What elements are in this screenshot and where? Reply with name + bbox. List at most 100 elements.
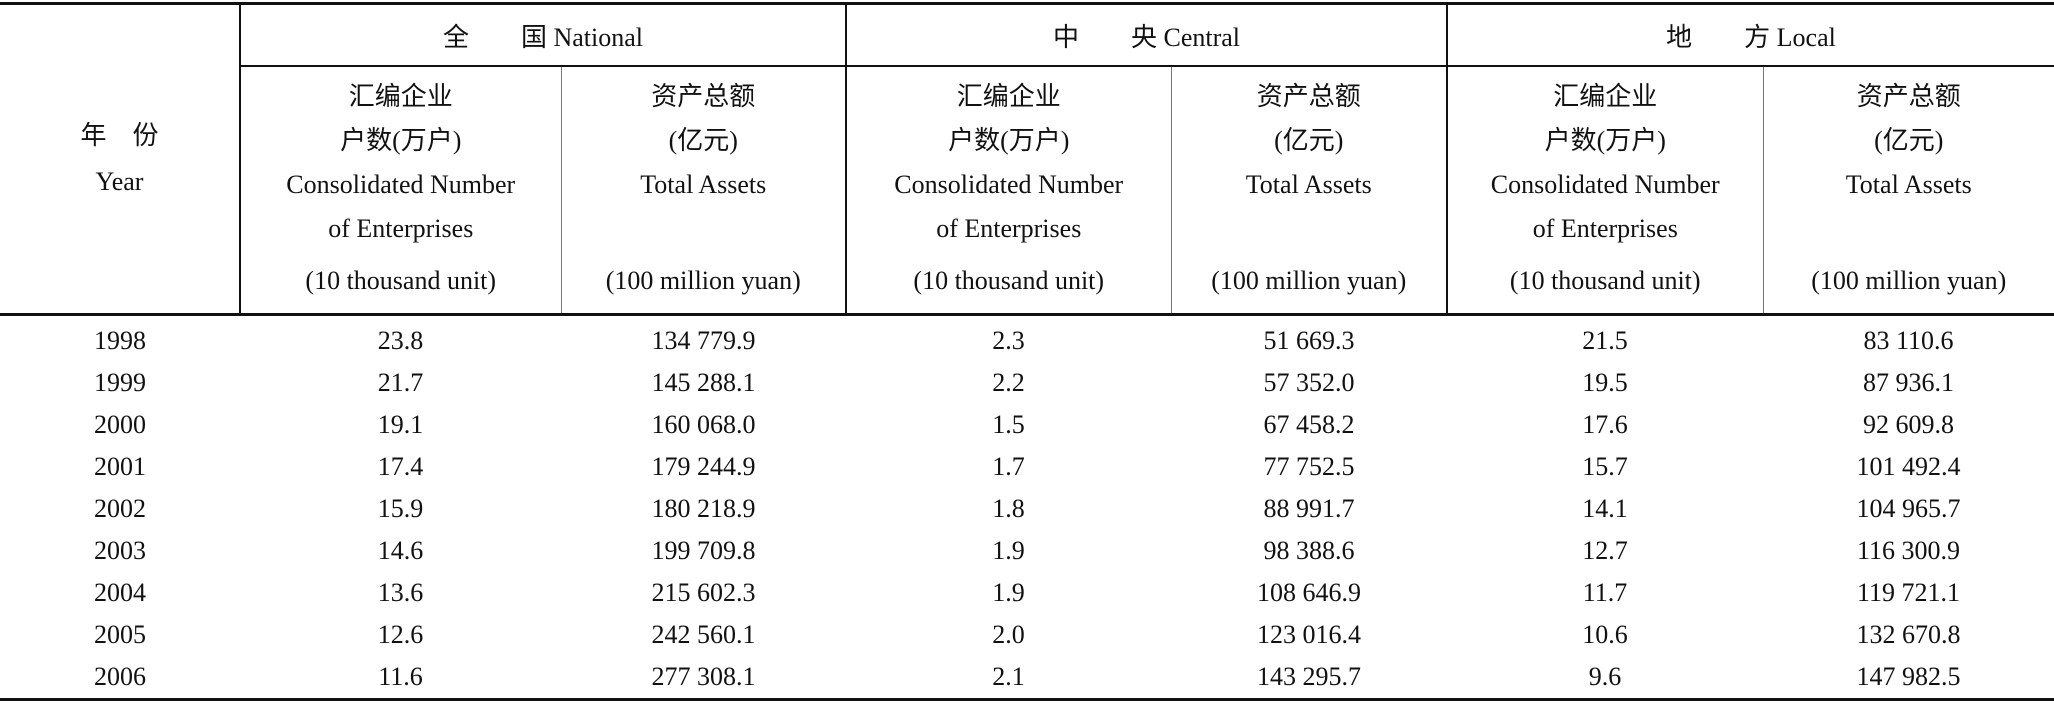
value-cell: 116 300.9 [1763,530,2054,572]
value-cell: 17.6 [1447,404,1763,446]
value-cell: 67 458.2 [1171,404,1447,446]
column-header-line: (100 million yuan) [1764,259,2054,303]
column-header-line: (100 million yuan) [1172,259,1447,303]
column-header-line: Total Assets [1172,163,1447,207]
value-cell: 92 609.8 [1763,404,2054,446]
value-cell: 51 669.3 [1171,315,1447,363]
value-cell: 14.6 [240,530,561,572]
value-cell: 19.5 [1447,362,1763,404]
value-cell: 21.7 [240,362,561,404]
value-cell: 277 308.1 [561,656,846,700]
column-header-line: (10 thousand unit) [1448,259,1763,303]
value-cell: 9.6 [1447,656,1763,700]
value-cell: 2.1 [846,656,1171,700]
group-header: 中 央 Central [846,4,1447,67]
value-cell: 123 016.4 [1171,614,1447,656]
column-header-line: (100 million yuan) [562,259,846,303]
column-header-stack: 资产总额(亿元)Total Assets (100 million yuan) [562,67,846,303]
year-header-line: 年 份 [0,113,239,159]
column-header-stack: 资产总额(亿元)Total Assets(100 million yuan) [1764,67,2054,303]
column-header: 资产总额(亿元)Total Assets (100 million yuan) [561,66,846,315]
value-cell: 145 288.1 [561,362,846,404]
year-cell: 2003 [0,530,240,572]
column-header-line: 资产总额 [1172,75,1447,119]
column-header: 资产总额(亿元)Total Assets(100 million yuan) [1763,66,2054,315]
value-cell: 101 492.4 [1763,446,2054,488]
value-cell: 11.6 [240,656,561,700]
value-cell: 2.2 [846,362,1171,404]
column-header-line: Consolidated Number [241,163,561,207]
value-cell: 21.5 [1447,315,1763,363]
value-cell: 1.8 [846,488,1171,530]
column-header-line: 户数(万户) [1448,119,1763,163]
column-header-line: (亿元) [1764,119,2054,163]
year-header-line: Year [0,159,239,205]
value-cell: 15.7 [1447,446,1763,488]
year-cell: 2004 [0,572,240,614]
value-cell: 180 218.9 [561,488,846,530]
column-header-line: Total Assets [562,163,846,207]
value-cell: 1.9 [846,530,1171,572]
year-cell: 1998 [0,315,240,363]
value-cell: 215 602.3 [561,572,846,614]
value-cell: 2.3 [846,315,1171,363]
value-cell: 77 752.5 [1171,446,1447,488]
year-cell: 1999 [0,362,240,404]
value-cell: 108 646.9 [1171,572,1447,614]
column-header-line: 汇编企业 [1448,75,1763,119]
value-cell: 17.4 [240,446,561,488]
value-cell: 179 244.9 [561,446,846,488]
value-cell: 13.6 [240,572,561,614]
column-header-line: of Enterprises [241,207,561,251]
value-cell: 242 560.1 [561,614,846,656]
column-header-line: (亿元) [562,119,846,163]
group-header: 地 方 Local [1447,4,2054,67]
value-cell: 104 965.7 [1763,488,2054,530]
column-header-line: (10 thousand unit) [241,259,561,303]
column-header-line: Consolidated Number [847,163,1171,207]
value-cell: 119 721.1 [1763,572,2054,614]
value-cell: 1.5 [846,404,1171,446]
value-cell: 11.7 [1447,572,1763,614]
group-header: 全 国 National [240,4,846,67]
column-header: 资产总额(亿元)Total Assets (100 million yuan) [1171,66,1447,315]
year-cell: 2000 [0,404,240,446]
value-cell: 14.1 [1447,488,1763,530]
value-cell: 15.9 [240,488,561,530]
value-cell: 57 352.0 [1171,362,1447,404]
value-cell: 1.7 [846,446,1171,488]
column-header-line: 资产总额 [562,75,846,119]
value-cell: 12.6 [240,614,561,656]
column-header-line: 汇编企业 [847,75,1171,119]
value-cell: 19.1 [240,404,561,446]
column-header-line: (亿元) [1172,119,1447,163]
value-cell: 199 709.8 [561,530,846,572]
value-cell: 2.0 [846,614,1171,656]
value-cell: 1.9 [846,572,1171,614]
value-cell: 87 936.1 [1763,362,2054,404]
column-header-line: Total Assets [1764,163,2054,207]
value-cell: 147 982.5 [1763,656,2054,700]
year-cell: 2005 [0,614,240,656]
value-cell: 134 779.9 [561,315,846,363]
value-cell: 23.8 [240,315,561,363]
value-cell: 132 670.8 [1763,614,2054,656]
column-header-line: 户数(万户) [847,119,1171,163]
column-header-line: of Enterprises [847,207,1171,251]
